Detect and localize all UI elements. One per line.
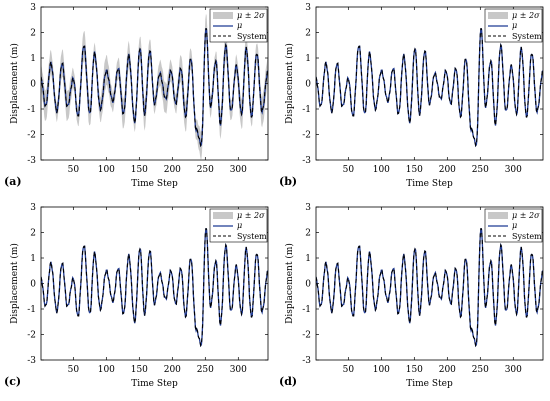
- y-tick-label: -3: [302, 356, 311, 366]
- y-tick-label: 1: [305, 54, 311, 64]
- legend-mean-label: μ: [237, 221, 242, 230]
- legend-mean-label: μ: [512, 21, 517, 30]
- legend-system-label: System: [512, 232, 542, 241]
- legend-band-label: μ ± 2σ: [512, 211, 540, 220]
- system-line: [316, 228, 543, 348]
- y-tick-label: 0: [305, 280, 311, 290]
- x-tick-label: 300: [505, 365, 522, 375]
- system-line: [316, 28, 543, 148]
- x-tick-label: 50: [343, 165, 355, 175]
- x-tick-label: 200: [164, 165, 181, 175]
- y-tick-label: 0: [30, 80, 36, 90]
- legend-band-label: μ ± 2σ: [512, 11, 540, 20]
- panel-label: (d): [279, 375, 297, 388]
- x-tick-label: 300: [230, 165, 247, 175]
- legend: μ ± 2σμ System: [484, 8, 543, 43]
- system-line: [41, 228, 268, 348]
- y-tick-label: 3: [305, 3, 311, 13]
- legend-band-swatch: [488, 12, 508, 19]
- plot-area: [41, 227, 268, 348]
- plot-area: [316, 227, 543, 348]
- x-axis-title: Time Step: [406, 179, 453, 189]
- y-tick-label: 0: [30, 280, 36, 290]
- y-tick-label: -1: [27, 105, 36, 115]
- y-tick-label: 3: [30, 203, 36, 213]
- x-tick-label: 50: [68, 165, 80, 175]
- y-tick-label: 1: [30, 254, 36, 264]
- x-tick-label: 50: [68, 365, 80, 375]
- x-tick-label: 200: [439, 365, 456, 375]
- y-tick-label: 3: [30, 3, 36, 13]
- y-axis-title: Displacement (m): [284, 43, 295, 124]
- y-tick-label: -3: [27, 156, 36, 166]
- y-axis-title: Displacement (m): [9, 43, 20, 124]
- y-tick-label: -3: [27, 356, 36, 366]
- x-tick-label: 50: [343, 365, 355, 375]
- y-tick-label: 2: [30, 29, 36, 39]
- legend-band-label: μ ± 2σ: [237, 11, 265, 20]
- legend-mean-label: μ: [237, 21, 242, 30]
- legend-band-swatch: [213, 212, 233, 219]
- x-axis-title: Time Step: [131, 379, 178, 389]
- x-tick-label: 250: [197, 365, 214, 375]
- x-tick-label: 100: [373, 365, 390, 375]
- y-tick-label: -2: [27, 131, 36, 141]
- legend-band-label: μ ± 2σ: [237, 211, 265, 220]
- legend: μ ± 2σμ System: [209, 208, 268, 243]
- x-axis-title: Time Step: [406, 379, 453, 389]
- legend: μ ± 2σμ System: [209, 8, 268, 43]
- y-tick-label: -3: [302, 156, 311, 166]
- legend-band-swatch: [488, 212, 508, 219]
- x-tick-label: 150: [406, 165, 423, 175]
- y-tick-label: -1: [27, 305, 36, 315]
- plot-area: [316, 27, 543, 148]
- y-axis-title: Displacement (m): [9, 243, 20, 324]
- y-axis-title: Displacement (m): [284, 243, 295, 324]
- system-line: [41, 28, 268, 148]
- x-tick-label: 100: [98, 165, 115, 175]
- y-tick-label: 2: [305, 29, 311, 39]
- x-tick-label: 300: [230, 365, 247, 375]
- y-tick-label: -1: [302, 305, 311, 315]
- y-tick-label: 0: [305, 80, 311, 90]
- x-tick-label: 250: [197, 165, 214, 175]
- y-tick-label: -2: [27, 331, 36, 341]
- panel-2: -3 -2 -1 0 1 2 3 50 100 150 200 250 300 Time Step Disp…: [279, 3, 544, 189]
- x-tick-label: 300: [505, 165, 522, 175]
- y-tick-label: -2: [302, 331, 311, 341]
- legend-band-swatch: [213, 12, 233, 19]
- x-tick-label: 150: [131, 365, 148, 375]
- panel-3: -3 -2 -1 0 1 2 3 50 100 150 200 250 300 Time Step Disp…: [4, 203, 269, 389]
- panel-label: (a): [4, 175, 22, 188]
- legend-system-label: System: [237, 232, 267, 241]
- y-tick-label: 3: [305, 203, 311, 213]
- y-tick-label: 2: [305, 229, 311, 239]
- legend-system-label: System: [512, 32, 542, 41]
- x-tick-label: 150: [131, 165, 148, 175]
- x-tick-label: 200: [439, 165, 456, 175]
- plot-area: [41, 13, 268, 160]
- x-tick-label: 150: [406, 365, 423, 375]
- panel-4: -3 -2 -1 0 1 2 3 50 100 150 200 250 300 Time Step Disp…: [279, 203, 544, 389]
- y-tick-label: 1: [305, 254, 311, 264]
- panel-label: (b): [279, 175, 297, 188]
- x-tick-label: 250: [472, 365, 489, 375]
- x-tick-label: 250: [472, 165, 489, 175]
- legend-system-label: System: [237, 32, 267, 41]
- x-tick-label: 100: [98, 365, 115, 375]
- panel-1: -3 -2 -1 0 1 2 3 50 100 150 200 250 300 Time Step Disp…: [4, 3, 269, 189]
- x-tick-label: 200: [164, 365, 181, 375]
- x-tick-label: 100: [373, 165, 390, 175]
- legend-mean-label: μ: [512, 221, 517, 230]
- panel-label: (c): [4, 375, 21, 388]
- legend: μ ± 2σμ System: [484, 208, 543, 243]
- y-tick-label: 1: [30, 54, 36, 64]
- y-tick-label: 2: [30, 229, 36, 239]
- y-tick-label: -2: [302, 131, 311, 141]
- y-tick-label: -1: [302, 105, 311, 115]
- x-axis-title: Time Step: [131, 179, 178, 189]
